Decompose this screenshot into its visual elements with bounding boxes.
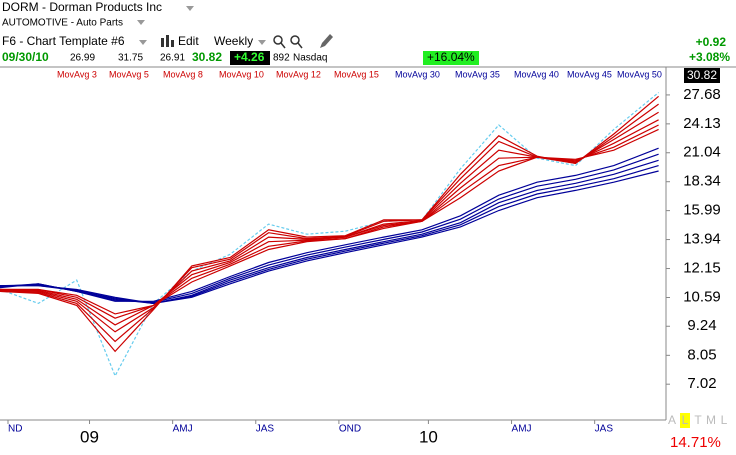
legend-entry: MovAvg 5 <box>109 69 149 79</box>
legend-entry: MovAvg 8 <box>163 69 203 79</box>
moving-average-line <box>0 153 659 303</box>
dropdown-arrow[interactable] <box>137 20 145 25</box>
legend-entry: MovAvg 12 <box>276 69 321 79</box>
low: 26.91 <box>160 53 185 64</box>
x-tick-label: AMJ <box>173 424 193 435</box>
exchange: Nasdaq <box>293 53 327 64</box>
edit-button[interactable]: Edit <box>178 34 199 48</box>
y-tick-label: 10.59 <box>683 288 721 305</box>
legend-entry: MovAvg 10 <box>219 69 264 79</box>
last-price-label: 30.82 <box>687 68 717 82</box>
tab[interactable]: L <box>682 413 689 427</box>
period-select[interactable]: Weekly <box>214 34 253 48</box>
change: +4.26 <box>234 50 265 64</box>
last-price-box <box>684 68 720 83</box>
zoom-in[interactable] <box>273 35 286 49</box>
x-tick-label: JAS <box>595 424 614 435</box>
zoom-out[interactable] <box>290 35 303 49</box>
tab[interactable]: M <box>706 413 716 427</box>
template[interactable]: F6 - Chart Template #6 <box>2 34 125 48</box>
price-line <box>0 92 659 378</box>
y-tick-label: 7.02 <box>687 375 716 392</box>
moving-average-line <box>0 170 659 305</box>
legend-entry: MovAvg 30 <box>395 69 440 79</box>
symbol: DORM - Dorman Products Inc <box>2 0 162 14</box>
x-tick-label: OND <box>339 424 361 435</box>
tab[interactable]: L <box>721 413 728 427</box>
y-tick-label: 15.99 <box>683 202 721 219</box>
period-change-box <box>423 51 479 65</box>
x-tick-label: 10 <box>419 427 438 446</box>
x-tick-label: AMJ <box>512 424 532 435</box>
legend-entry: MovAvg 3 <box>57 69 97 79</box>
x-tick-label: JAS <box>256 424 275 435</box>
high: 31.75 <box>118 53 143 64</box>
moving-average-line <box>0 95 659 353</box>
day-change: +0.92 <box>696 35 727 49</box>
y-tick-label: 18.34 <box>683 173 721 190</box>
x-tick-label: ND <box>8 424 22 435</box>
moving-average-line <box>0 165 659 305</box>
y-tick-label: 12.15 <box>683 259 721 276</box>
volume: 892 <box>273 53 290 64</box>
legend-entry: MovAvg 45 <box>567 69 612 79</box>
dropdown-arrow[interactable] <box>186 6 194 11</box>
legend-entry: MovAvg 40 <box>514 69 559 79</box>
legend-entry: MovAvg 35 <box>455 69 500 79</box>
bar-icon[interactable] <box>161 35 174 47</box>
y-tick-label: 27.68 <box>683 86 721 103</box>
y-tick-label: 8.05 <box>687 346 716 363</box>
tab[interactable]: A <box>668 413 676 427</box>
legend-entry: MovAvg 15 <box>334 69 379 79</box>
last: 30.82 <box>192 50 222 64</box>
draw-tool[interactable] <box>320 34 333 48</box>
period-change: +16.04% <box>427 50 475 64</box>
legend-entry: MovAvg 50 <box>617 69 662 79</box>
y-tick-label: 21.04 <box>683 144 721 161</box>
industry: AUTOMOTIVE - Auto Parts <box>2 18 123 29</box>
moving-average-line <box>0 147 659 302</box>
x-tick-label: 09 <box>80 427 99 446</box>
date: 09/30/10 <box>2 50 49 64</box>
open: 26.99 <box>70 53 95 64</box>
tab[interactable]: T <box>694 413 702 427</box>
moving-average-line <box>0 159 659 305</box>
moving-average-line <box>0 103 659 343</box>
y-tick-label: 24.13 <box>683 115 721 132</box>
dropdown-arrow[interactable] <box>258 40 266 45</box>
change-box <box>230 51 270 65</box>
dropdown-arrow[interactable] <box>139 40 147 45</box>
y-tick-label: 9.24 <box>687 317 716 334</box>
bottom-pct: 14.71% <box>670 434 721 451</box>
y-tick-label: 13.94 <box>683 231 721 248</box>
tab-highlight <box>680 413 690 428</box>
day-change-pct: +3.08% <box>689 50 730 64</box>
